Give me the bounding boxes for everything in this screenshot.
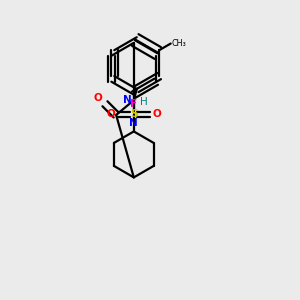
Text: O: O [106,110,115,119]
Text: CH₃: CH₃ [172,39,187,48]
Text: O: O [152,110,161,119]
Text: N: N [129,118,138,128]
Text: F: F [130,99,137,110]
Text: S: S [130,110,138,119]
Text: O: O [94,93,103,103]
Text: N: N [123,95,131,105]
Text: H: H [140,97,148,107]
